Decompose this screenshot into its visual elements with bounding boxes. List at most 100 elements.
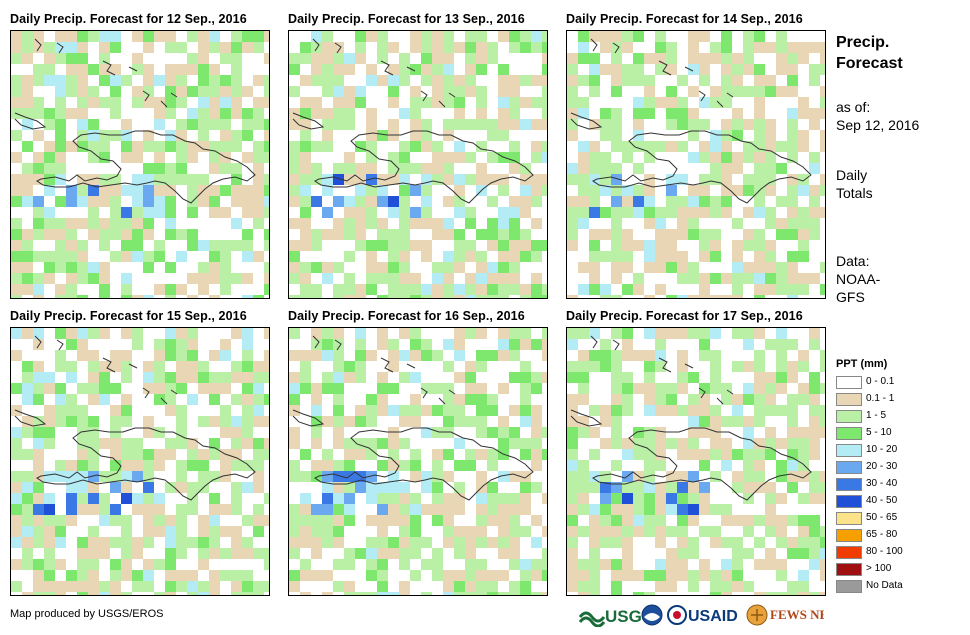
precip-cell: [754, 86, 765, 97]
precip-cell: [264, 119, 269, 130]
precip-cell: [253, 526, 264, 537]
precip-cell: [22, 229, 33, 240]
precip-cell: [55, 262, 66, 273]
precip-cell: [567, 97, 578, 108]
precip-cell: [311, 339, 322, 350]
precip-cell: [110, 449, 121, 460]
precip-cell: [110, 196, 121, 207]
precip-cell: [498, 218, 509, 229]
precip-grid: [11, 328, 269, 595]
precip-cell: [421, 53, 432, 64]
precip-cell: [611, 493, 622, 504]
precip-cell: [264, 174, 269, 185]
precip-cell: [322, 460, 333, 471]
precip-cell: [132, 581, 143, 592]
precip-cell: [264, 328, 269, 339]
precip-cell: [165, 31, 176, 42]
precip-cell: [776, 64, 787, 75]
precip-cell: [388, 361, 399, 372]
precip-cell: [165, 515, 176, 526]
precip-cell: [567, 504, 578, 515]
precip-cell: [644, 108, 655, 119]
precip-cell: [176, 372, 187, 383]
precip-cell: [242, 196, 253, 207]
precip-cell: [509, 75, 520, 86]
precip-cell: [589, 361, 600, 372]
precip-cell: [44, 185, 55, 196]
precip-cell: [99, 53, 110, 64]
precip-cell: [531, 218, 542, 229]
precip-cell: [366, 141, 377, 152]
precip-cell: [655, 361, 666, 372]
island-outline: [698, 90, 706, 102]
precip-cell: [377, 53, 388, 64]
precip-cell: [520, 339, 531, 350]
precip-cell: [11, 251, 22, 262]
precip-cell: [366, 493, 377, 504]
legend-label: 10 - 20: [866, 444, 898, 455]
precip-cell: [809, 449, 820, 460]
precip-cell: [231, 218, 242, 229]
precip-cell: [231, 482, 242, 493]
precip-cell: [410, 163, 421, 174]
precip-cell: [143, 460, 154, 471]
precip-cell: [633, 284, 644, 295]
precip-cell: [688, 493, 699, 504]
precip-cell: [421, 471, 432, 482]
precip-cell: [366, 174, 377, 185]
precip-cell: [820, 97, 825, 108]
precip-cell: [666, 196, 677, 207]
precip-cell: [432, 570, 443, 581]
precip-cell: [765, 273, 776, 284]
precip-cell: [798, 361, 809, 372]
precip-cell: [55, 75, 66, 86]
precip-cell: [509, 592, 520, 595]
precip-cell: [187, 482, 198, 493]
precip-cell: [476, 141, 487, 152]
precip-cell: [454, 108, 465, 119]
precip-cell: [154, 31, 165, 42]
precip-cell: [655, 405, 666, 416]
precip-cell: [644, 240, 655, 251]
precip-cell: [209, 581, 220, 592]
precip-cell: [176, 504, 187, 515]
precip-cell: [289, 394, 300, 405]
precip-cell: [322, 328, 333, 339]
precip-cell: [22, 53, 33, 64]
precip-cell: [666, 482, 677, 493]
precip-cell: [699, 350, 710, 361]
precip-cell: [542, 75, 547, 86]
precip-cell: [198, 53, 209, 64]
precip-cell: [677, 295, 688, 298]
precip-cell: [176, 570, 187, 581]
precip-cell: [487, 229, 498, 240]
precip-cell: [578, 141, 589, 152]
precip-cell: [198, 97, 209, 108]
precip-cell: [333, 53, 344, 64]
precip-cell: [600, 207, 611, 218]
precip-cell: [187, 504, 198, 515]
precip-cell: [311, 548, 322, 559]
precip-cell: [498, 493, 509, 504]
precip-cell: [132, 152, 143, 163]
precip-cell: [432, 42, 443, 53]
precip-cell: [622, 405, 633, 416]
precip-cell: [710, 438, 721, 449]
precip-cell: [633, 570, 644, 581]
precip-cell: [688, 229, 699, 240]
precip-cell: [242, 405, 253, 416]
precip-cell: [520, 119, 531, 130]
precip-cell: [721, 295, 732, 298]
precip-cell: [578, 218, 589, 229]
precip-cell: [366, 163, 377, 174]
precip-cell: [242, 460, 253, 471]
precip-cell: [333, 64, 344, 75]
precip-cell: [589, 31, 600, 42]
precip-cell: [11, 383, 22, 394]
precip-cell: [198, 416, 209, 427]
precip-cell: [388, 339, 399, 350]
precip-cell: [809, 42, 820, 53]
precip-cell: [578, 75, 589, 86]
precip-cell: [542, 295, 547, 298]
precip-cell: [355, 438, 366, 449]
